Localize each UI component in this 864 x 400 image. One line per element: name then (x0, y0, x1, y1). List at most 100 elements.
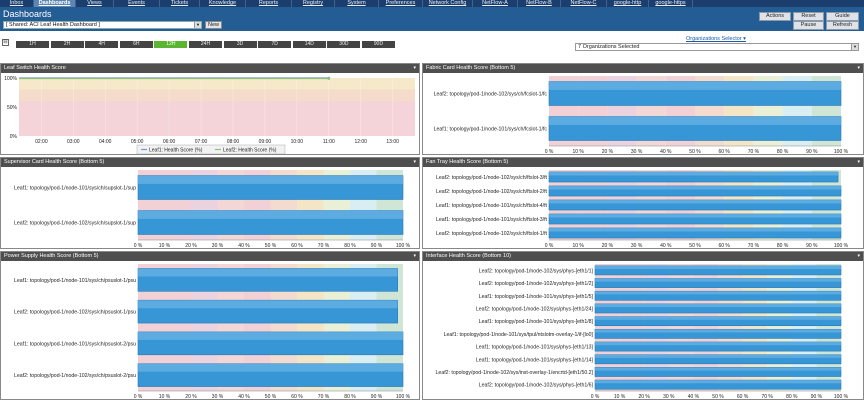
dashboard-select[interactable]: [ Shared: ACI Leaf Health Dashboard ] ▼ (3, 21, 202, 29)
pause-button[interactable]: Pause (793, 21, 824, 30)
reset-button[interactable]: Reset (793, 12, 824, 21)
x-tick-label: 20 % (638, 394, 650, 400)
x-tick-label: 10 % (572, 243, 584, 249)
time-range-6h[interactable]: 6H (119, 41, 153, 48)
nav-tab-netflow-a[interactable]: NetFlow-A (473, 0, 518, 7)
bar-highlight (595, 380, 841, 384)
fan-tray-health-panel: Fan Tray Health Score (Bottom 5) ▾ Leaf2:… (422, 157, 864, 249)
power-supply-health-panel: Power Supply Health Score (Bottom 5) ▾ Le… (0, 251, 420, 400)
organizations-select[interactable]: 7 Organizations Selected ▼ (575, 43, 859, 51)
x-tick-label: 40 % (688, 394, 700, 400)
nav-tab-google-http[interactable]: google-http (607, 0, 649, 7)
time-range-30d[interactable]: 30D (327, 41, 361, 48)
nav-tab-inbox[interactable]: Inbox (0, 0, 34, 7)
panel-title-bar: Fan Tray Health Score (Bottom 5) ▾ (423, 158, 863, 167)
category-label: Leaf1: topology/pod-1/node-101/sys/phys-… (479, 294, 594, 300)
panel-title: Fan Tray Health Score (Bottom 5) (426, 159, 509, 165)
nav-tab-knowledge[interactable]: Knowledge (200, 0, 246, 7)
x-tick-label: 80 % (344, 394, 356, 400)
bar[interactable] (548, 199, 842, 211)
bar-highlight (138, 268, 398, 277)
chevron-down-icon[interactable]: ▼ (851, 44, 858, 50)
x-tick-label: 40 % (660, 149, 672, 155)
y-tick-label: 100% (4, 76, 17, 82)
bar[interactable] (594, 303, 842, 314)
x-tick-label: 100 % (834, 149, 849, 155)
bar-highlight (549, 116, 841, 125)
panel-menu-icon[interactable]: ▾ (413, 159, 416, 165)
bar-highlight (138, 331, 403, 340)
nav-tab-tickets[interactable]: Tickets (160, 0, 200, 7)
time-range-bar: ⊟ 1H 2H 4H 6H 12H 24H 3D 7D 14D 30D 90D Organizati… (0, 31, 864, 51)
organizations-selector-link[interactable]: Organizations Selector ▾ (686, 36, 746, 42)
panel-menu-icon[interactable]: ▾ (413, 253, 416, 259)
guide-button[interactable]: Guide (826, 12, 859, 21)
time-range-14d[interactable]: 14D (292, 41, 326, 48)
legend-label[interactable]: Leaf2: Health Score (%) (223, 148, 277, 154)
x-tick-label: 50 % (265, 243, 277, 249)
time-range-4h[interactable]: 4H (85, 41, 119, 48)
nav-tab-registry[interactable]: Registry (292, 0, 335, 7)
bar-highlight (595, 265, 841, 269)
collapse-icon[interactable]: ⊟ (2, 39, 9, 46)
panel-menu-icon[interactable]: ▾ (857, 253, 860, 259)
x-tick-label: 70 % (761, 394, 773, 400)
bar-highlight (138, 363, 403, 372)
bar[interactable] (548, 227, 842, 239)
bar[interactable] (548, 213, 842, 225)
chevron-down-icon[interactable]: ▼ (194, 22, 201, 28)
series-point[interactable] (327, 77, 331, 80)
main-nav-bar: Inbox Dashboards Views Events Tickets Knowled… (0, 0, 864, 7)
category-label: Leaf1: topology/pod-1/node-101/sys/phys-… (479, 319, 594, 325)
fabric-card-health-panel: Fabric Card Health Score (Bottom 5) ▾ Lea… (422, 63, 864, 155)
nav-tab-preferences[interactable]: Preferences (379, 0, 423, 7)
nav-tab-dashboards[interactable]: Dashboards (34, 0, 76, 7)
x-tick-label: 60 % (291, 243, 303, 249)
nav-tab-netflow-c[interactable]: NetFlow-C (561, 0, 607, 7)
category-label: Leaf2: topology/pod-1/node-102/sys/ch/ft… (436, 189, 548, 195)
refresh-button[interactable]: Refresh (826, 21, 859, 30)
bar[interactable] (594, 278, 842, 288)
time-range-7d[interactable]: 7D (258, 41, 292, 48)
x-tick-label: 30 % (212, 394, 224, 400)
panel-menu-icon[interactable]: ▾ (857, 159, 860, 165)
time-range-1h[interactable]: 1H (16, 41, 49, 48)
x-tick-label: 30 % (631, 243, 643, 249)
range-band (19, 78, 415, 90)
category-label: Leaf1: topology/pod-1/node-101/sys/ch/ps… (14, 341, 136, 347)
panel-title: Leaf Switch Health Score (4, 65, 66, 71)
bar[interactable] (594, 367, 842, 377)
bar-highlight (549, 213, 841, 218)
time-range-12h[interactable]: 12H (154, 41, 188, 48)
x-tick-label: 30 % (663, 394, 675, 400)
bar[interactable] (548, 185, 842, 197)
time-range-90d[interactable]: 90D (362, 41, 395, 48)
x-tick-label: 0 % (134, 394, 143, 400)
chart-legend: Leaf1: Health Score (%) Leaf2: Health Sco… (136, 144, 286, 154)
nav-tab-network-config[interactable]: Network Config (423, 0, 473, 7)
legend-label[interactable]: Leaf1: Health Score (%) (149, 148, 203, 154)
leaf-switch-health-panel: Leaf Switch Health Score ▾ 02:00 03:00 04:0… (0, 63, 420, 155)
x-tick-label: 90 % (806, 243, 818, 249)
nav-tab-system[interactable]: System (335, 0, 379, 7)
x-tick-label: 80 % (777, 243, 789, 249)
nav-tab-google-https[interactable]: google-https (649, 0, 693, 7)
panel-menu-icon[interactable]: ▾ (413, 65, 416, 71)
x-tick-label: 07:00 (195, 139, 208, 145)
bar-highlight (549, 199, 841, 204)
category-label: Leaf1: topology/pod-1/node-101/sys/phys-… (476, 345, 594, 351)
nav-tab-events[interactable]: Events (114, 0, 160, 7)
x-tick-label: 70 % (748, 149, 760, 155)
time-range-24h[interactable]: 24H (189, 41, 222, 48)
leaf-switch-line-chart: 02:00 03:00 04:00 05:00 06:00 07:00 08:00 09:00… (4, 76, 415, 154)
nav-tab-reports[interactable]: Reports (246, 0, 292, 7)
actions-button[interactable]: Actions (759, 12, 791, 21)
x-tick-label: 70 % (318, 394, 330, 400)
new-dashboard-button[interactable]: New (205, 21, 222, 29)
time-range-2h[interactable]: 2H (50, 41, 84, 48)
panel-menu-icon[interactable]: ▾ (857, 65, 860, 71)
nav-tab-views[interactable]: Views (76, 0, 114, 7)
nav-tab-netflow-b[interactable]: NetFlow-B (518, 0, 561, 7)
time-range-3d[interactable]: 3D (223, 41, 257, 48)
category-label: Leaf1: topology/pod-1/node-101/sys/ch/ft… (436, 203, 548, 209)
